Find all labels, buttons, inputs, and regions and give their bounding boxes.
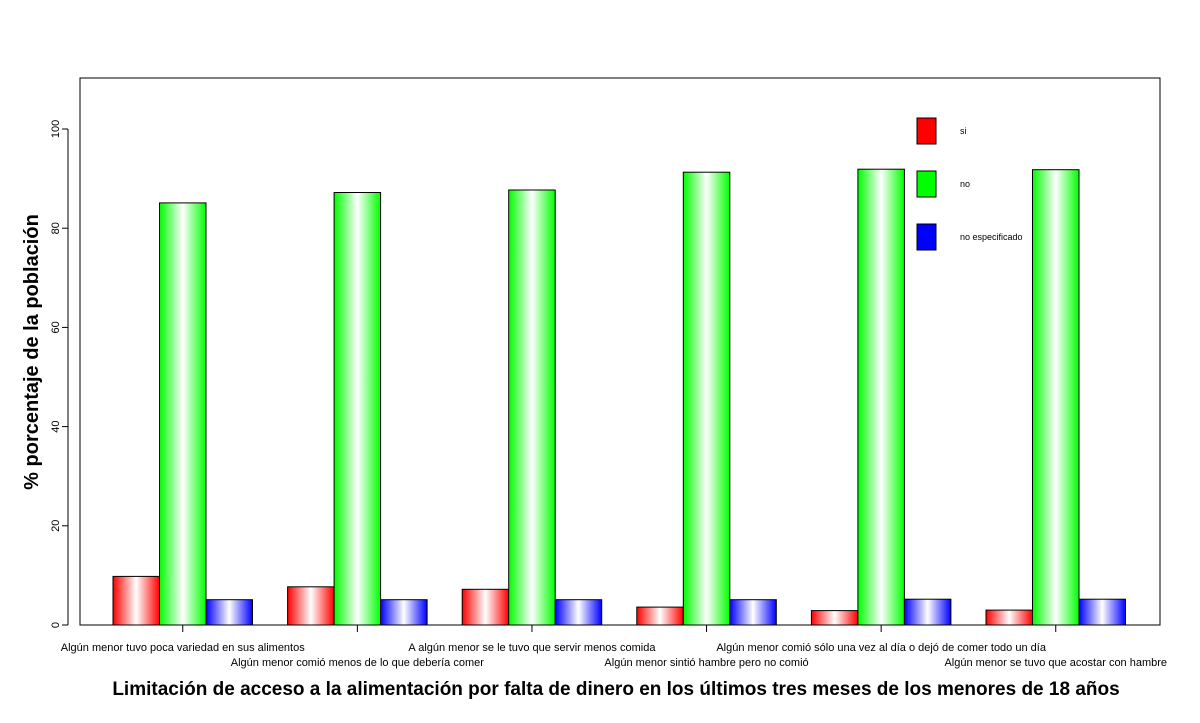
category-label: Algún menor comió sólo una vez al día o … [716,642,1046,654]
y-tick-label: 40 [50,420,62,432]
bar-no-2 [333,192,382,626]
bar-si-1 [112,575,160,626]
bar-si-3 [461,588,510,626]
y-axis-title: % porcentaje de la población [21,214,43,490]
bar-no-especificado-5 [903,598,952,626]
bar-no-6 [1032,169,1080,626]
x-axis-title: Limitación de acceso a la alimentación p… [112,679,1119,700]
y-tick-label: 80 [50,222,62,234]
bar-si-4 [636,606,684,626]
legend-label: si [960,126,967,136]
x-axis: Algún menor tuvo poca variedad en sus al… [61,624,1167,669]
y-axis: 0 20 40 60 80 100 [50,120,69,628]
category-label: Algún menor se tuvo que acostar con hamb… [944,657,1167,669]
legend-label: no [960,179,970,189]
legend-label: no especificado [960,232,1023,242]
y-tick-label: 100 [50,120,62,138]
legend-swatch-no-especificado [916,223,937,251]
legend: si no no especificado [916,117,1023,251]
bar-no-especificado-4 [729,599,777,626]
bar-no-especificado-2 [380,599,428,626]
bar-si-2 [287,586,335,626]
bar-no-1 [159,202,207,626]
bar-no-4 [682,171,731,626]
bar-no-especificado-3 [554,599,603,626]
bar-si-5 [810,610,859,626]
legend-swatch-no [916,170,937,198]
bar-si-6 [985,609,1033,626]
bar-no-5 [857,168,905,626]
category-label: Algún menor comió menos de lo que deberí… [231,657,484,669]
y-tick-label: 20 [50,520,62,532]
category-label: A algún menor se le tuvo que servir meno… [408,642,656,654]
bars-group [112,168,1126,626]
y-tick-label: 0 [50,622,62,628]
category-label: Algún menor tuvo poca variedad en sus al… [61,642,305,654]
plot-frame [79,77,1161,626]
bar-no-3 [508,189,556,626]
bar-no-especificado-6 [1078,598,1126,626]
bar-no-especificado-1 [205,599,253,626]
legend-swatch-si [916,117,937,145]
y-tick-label: 60 [50,321,62,333]
category-label: Algún menor sintió hambre pero no comió [604,657,808,669]
